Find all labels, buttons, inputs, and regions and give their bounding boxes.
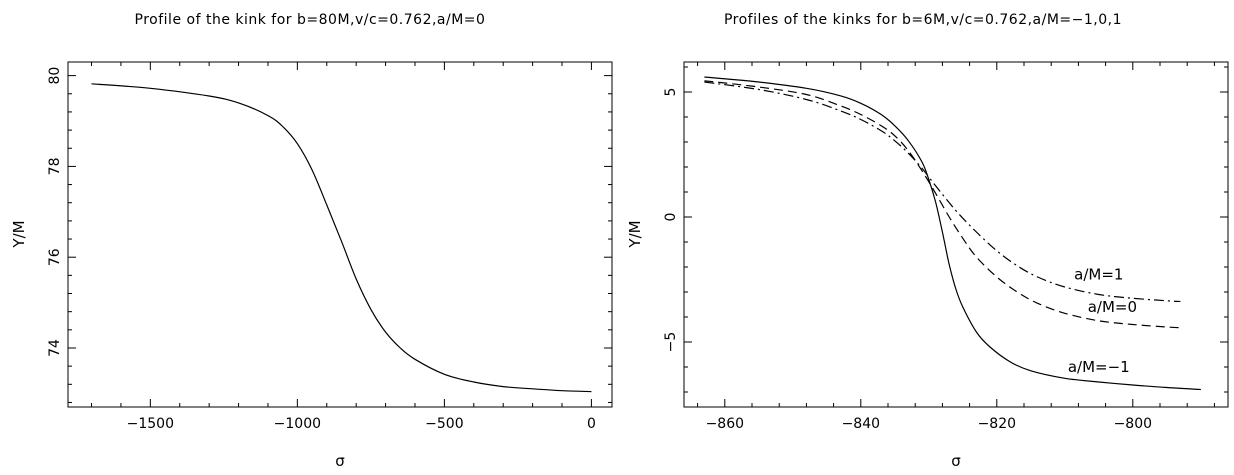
x-tick-label: −820	[978, 416, 1016, 432]
x-tick-label: −840	[842, 416, 880, 432]
y-tick-label: 74	[47, 339, 63, 357]
y-tick-label: 76	[47, 248, 63, 266]
series-line-dashed	[704, 80, 1181, 329]
y-tick-label: −5	[663, 332, 679, 353]
right-y-axis-label: Y/M	[626, 220, 644, 248]
right-x-axis-label: σ	[951, 452, 961, 470]
right-axis-ticks: −860 −840 −820 −800 −5 0 5	[663, 62, 1228, 432]
left-curves	[91, 83, 592, 393]
x-tick-label: −1500	[127, 416, 174, 432]
series-line-solid	[91, 83, 592, 393]
right-chart: Profiles of the kinks for b=6M,v/c=0.762…	[626, 12, 1229, 470]
y-tick-label: 78	[47, 157, 63, 175]
x-tick-label: −800	[1114, 416, 1152, 432]
series-line-solid	[704, 76, 1201, 391]
x-tick-label: −500	[425, 416, 463, 432]
series-annotation: a/M=1	[1074, 266, 1123, 284]
y-tick-label: 0	[663, 213, 679, 222]
right-annotations: a/M=1 a/M=0 a/M=−1	[1068, 266, 1137, 377]
right-plot-frame	[683, 61, 1229, 408]
right-curves	[704, 76, 1201, 391]
left-chart: Profile of the kink for b=80M,v/c=0.762,…	[10, 12, 613, 470]
y-tick-label: 80	[47, 67, 63, 85]
left-chart-title: Profile of the kink for b=80M,v/c=0.762,…	[135, 12, 486, 28]
left-x-axis-label: σ	[335, 452, 345, 470]
y-tick-label: 5	[663, 88, 679, 97]
series-annotation: a/M=−1	[1068, 358, 1130, 376]
x-tick-label: −1000	[274, 416, 321, 432]
series-annotation: a/M=0	[1088, 298, 1137, 316]
right-chart-title: Profiles of the kinks for b=6M,v/c=0.762…	[724, 12, 1122, 28]
left-axis-ticks: −1500 −1000 −500 0 74 76 78 80	[47, 62, 612, 432]
series-line-dashdot	[704, 81, 1181, 303]
x-tick-label: 0	[587, 416, 596, 432]
left-plot-frame	[67, 61, 613, 408]
x-tick-label: −860	[706, 416, 744, 432]
left-y-axis-label: Y/M	[10, 220, 28, 248]
